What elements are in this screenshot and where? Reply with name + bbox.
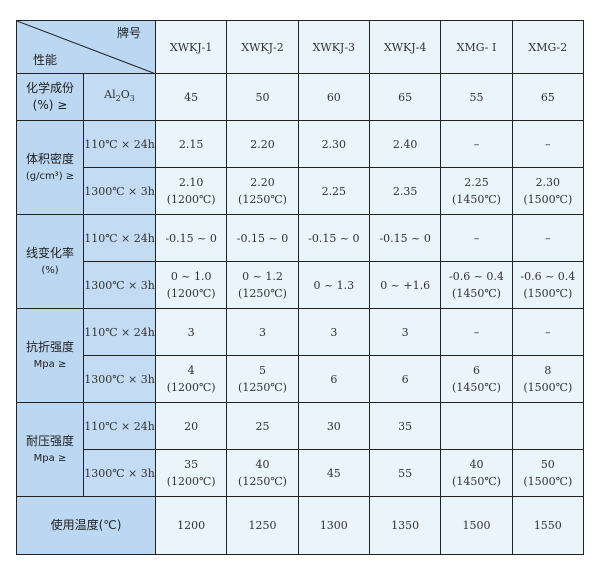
table-cell: -0.6 ~ 0.4 (1500℃) — [511, 261, 585, 309]
table-cell: 8 (1500℃) — [511, 355, 585, 403]
table-cell: 25 — [226, 402, 299, 450]
condition-110: 110℃ × 24h — [83, 120, 156, 168]
grade-header: XWKJ-4 — [368, 20, 442, 74]
table-cell: 60 — [297, 73, 370, 121]
table-cell: 6 — [297, 355, 370, 403]
table-row: 线变化率 (%) 110℃ × 24h -0.15 ~ 0 -0.15 ~ 0 -0.15… — [16, 214, 585, 309]
use-temp-label: 使用温度(℃) — [16, 496, 156, 555]
corner-header: 牌号性能 — [16, 20, 156, 74]
properties-table: 牌号 性能 XWKJ-1 XWKJ-2 XWKJ-3 XWKJ-4 XMG- Ⅰ XMG-2 化… — [16, 20, 585, 555]
table-cell: 40 (1450℃) — [440, 449, 513, 497]
density-label: 体积密度 (g/cm³) ≥ — [16, 120, 84, 215]
table-cell: 0 ~ +1.6 — [368, 261, 442, 309]
table-cell: – — [440, 214, 513, 262]
grade-header: XWKJ-3 — [297, 20, 370, 74]
comp-label: 耐压强度 Mpa ≥ — [16, 402, 84, 497]
table-cell: 1250 — [226, 496, 299, 555]
header-row: 牌号 性能 XWKJ-1 XWKJ-2 XWKJ-3 XWKJ-4 XMG- Ⅰ XMG-2 — [16, 20, 585, 74]
property-label: 性能 — [33, 53, 58, 67]
table-cell: 2.20 (1250℃) — [226, 167, 299, 215]
table-cell: 3 — [154, 308, 228, 356]
table-cell: 3 — [226, 308, 299, 356]
table-cell: 45 — [154, 73, 228, 121]
table-cell: 6 — [368, 355, 442, 403]
table-cell: -0.15 ~ 0 — [154, 214, 228, 262]
table-cell: 4 (1200℃) — [154, 355, 228, 403]
table-row: 1300℃ × 3h 4 (1200℃) 5 (1250℃) 6 6 6 (1450℃) 8 (15… — [17, 355, 585, 403]
table-cell: 2.30 — [297, 120, 370, 168]
table-row: 1300℃ × 3h 0 ~ 1.0 (1200℃) 0 ~ 1.2 (1250℃) 0 … — [17, 261, 585, 309]
table-cell: -0.15 ~ 0 — [226, 214, 299, 262]
table-row: 抗折强度 Mpa ≥110℃ × 24h 3 3 3 3– – — [16, 308, 585, 403]
table-cell: 6 (1450℃) — [440, 355, 513, 403]
table-cell: 55 — [368, 449, 442, 497]
table-cell: 20 — [154, 402, 228, 450]
table-cell: 2.20 — [226, 120, 299, 168]
table-row: 1300℃ × 3h 35 (1200℃) 40 (1250℃) 45 55 40 (1450℃… — [17, 449, 585, 497]
table-row: 耐压强度 Mpa ≥110℃ × 24h 20 25 30 35 — [16, 402, 585, 497]
table-cell: 2.25 — [297, 167, 370, 215]
chem-condition: Al2O3 — [83, 73, 156, 121]
table-cell: 65 — [511, 73, 585, 121]
condition-110: 110℃ × 24h — [83, 402, 156, 450]
table-cell: – — [440, 120, 513, 168]
table-row: 体积密度 (g/cm³) ≥110℃ × 24h 2.15 2.20 2.30 2.40–… — [16, 120, 585, 215]
table-cell — [440, 402, 513, 450]
table-cell: 5 (1250℃) — [226, 355, 299, 403]
flex-label: 抗折强度 Mpa ≥ — [16, 308, 84, 403]
condition-1300: 1300℃ × 3h — [83, 167, 156, 215]
condition-110: 110℃ × 24h — [83, 308, 156, 356]
table-cell: 55 — [440, 73, 513, 121]
table-cell: -0.15 ~ 0 — [368, 214, 442, 262]
linear-label: 线变化率 (%) — [16, 214, 84, 309]
brand-label: 牌号 — [116, 26, 141, 40]
condition-1300: 1300℃ × 3h — [83, 449, 156, 497]
table-cell: 35 (1200℃) — [154, 449, 228, 497]
table-row: 使用温度(℃) 1200 1250 1300 1350 1500 1550 — [16, 496, 585, 555]
table-row: 化学成份 (%) ≥ Al2O3 45 50 60 65 55 65 — [16, 73, 585, 121]
table-cell: 2.40 — [368, 120, 442, 168]
table-cell: 1200 — [154, 496, 228, 555]
table-cell: 0 ~ 1.2 (1250℃) — [226, 261, 299, 309]
table-cell: 3 — [368, 308, 442, 356]
table-cell: – — [511, 308, 585, 356]
table-cell: 2.25 (1450℃) — [440, 167, 513, 215]
table-cell: 2.15 — [154, 120, 228, 168]
table-cell: 45 — [297, 449, 370, 497]
table-cell: 1300 — [297, 496, 370, 555]
table-cell: 2.35 — [368, 167, 442, 215]
grade-header: XMG- Ⅰ — [440, 20, 513, 74]
table-cell — [511, 402, 585, 450]
table-cell: 2.10 (1200℃) — [154, 167, 228, 215]
table-cell: -0.15 ~ 0 — [297, 214, 370, 262]
table-row: 1300℃ × 3h 2.10 (1200℃) 2.20 (1250℃) 2.25 2.35… — [17, 167, 585, 215]
grade-header: XWKJ-1 — [154, 20, 228, 74]
table-cell: 50 — [226, 73, 299, 121]
table-cell: 1550 — [511, 496, 585, 555]
table-cell: 35 — [368, 402, 442, 450]
condition-110: 110℃ × 24h — [83, 214, 156, 262]
table-cell: 0 ~ 1.3 — [297, 261, 370, 309]
condition-1300: 1300℃ × 3h — [83, 355, 156, 403]
table-cell: 30 — [297, 402, 370, 450]
grade-header: XMG-2 — [511, 20, 585, 74]
table-cell: 1500 — [440, 496, 513, 555]
table-cell: 50 (1500℃) — [511, 449, 585, 497]
table-cell: -0.6 ~ 0.4 (1450℃) — [440, 261, 513, 309]
chem-label: 化学成份 (%) ≥ — [16, 73, 84, 121]
table-cell: 3 — [297, 308, 370, 356]
table-cell: – — [440, 308, 513, 356]
table-cell: 40 (1250℃) — [226, 449, 299, 497]
table-cell: 0 ~ 1.0 (1200℃) — [154, 261, 228, 309]
grade-header: XWKJ-2 — [226, 20, 299, 74]
table-cell: – — [511, 120, 585, 168]
table-cell: 65 — [368, 73, 442, 121]
condition-1300: 1300℃ × 3h — [83, 261, 156, 309]
diagonal-line — [17, 21, 156, 74]
table-cell: 1350 — [368, 496, 442, 555]
table-cell: – — [511, 214, 585, 262]
table-cell: 2.30 (1500℃) — [511, 167, 585, 215]
